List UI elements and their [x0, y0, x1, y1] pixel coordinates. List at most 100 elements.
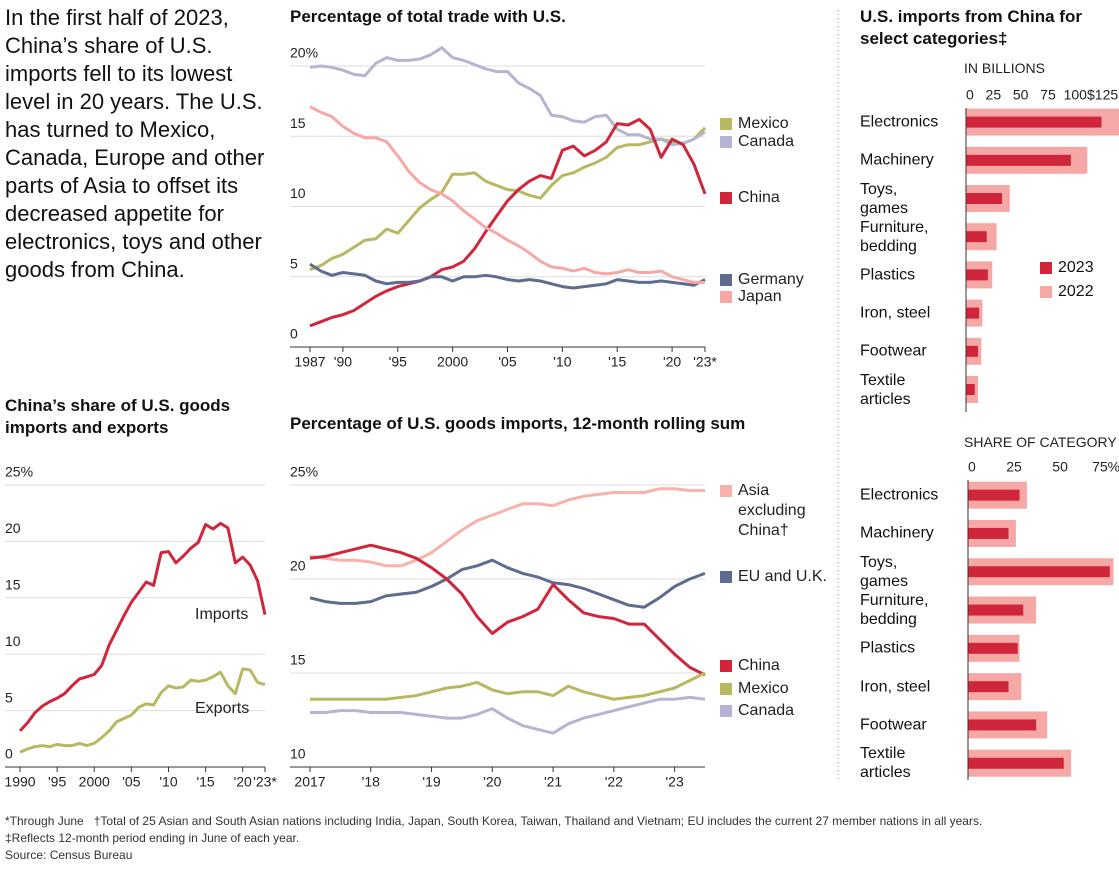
y-tick-label: 10 — [290, 185, 306, 201]
x-tick-label: 2000 — [79, 774, 110, 790]
footnote: ‡Reflects 12-month period ending in June… — [5, 831, 300, 845]
x-tick-label: 100 — [1064, 87, 1088, 103]
line-series — [18, 521, 267, 732]
legend-label: 2022 — [1058, 283, 1094, 300]
line-series — [309, 262, 706, 290]
x-tick-label: 25 — [986, 87, 1002, 103]
chart-subtitle: SHARE OF CATEGORY — [964, 434, 1117, 450]
x-tick-label: '20 — [483, 774, 501, 790]
line-series — [309, 105, 705, 284]
bar — [966, 116, 1102, 128]
legend-swatch — [720, 705, 732, 717]
bar — [966, 269, 988, 281]
x-tick-label: '20 — [663, 354, 681, 370]
chart-subtitle: IN BILLIONS — [964, 60, 1045, 76]
y-tick-label: 15 — [290, 652, 306, 668]
bar — [968, 604, 1024, 616]
bar — [968, 566, 1110, 578]
x-tick-label: 0 — [966, 87, 974, 103]
chart-title: Percentage of U.S. goods imports, 12-mon… — [290, 414, 746, 433]
line-series — [310, 695, 706, 735]
series-label: Mexico — [738, 680, 789, 697]
x-tick-label: '23* — [693, 354, 717, 370]
x-tick-label: 75 — [1040, 87, 1056, 103]
x-tick-label: '90 — [334, 354, 352, 370]
series-label: Germany — [738, 271, 804, 288]
x-tick-label: '15 — [608, 354, 626, 370]
series-label: Asia excluding China† — [738, 482, 806, 539]
series-label: Canada — [738, 702, 795, 719]
x-tick-label: 75% — [1092, 459, 1119, 475]
line-series — [309, 126, 707, 272]
line-series — [309, 543, 706, 677]
x-tick-label: 50 — [1052, 459, 1068, 475]
y-tick-label: 10 — [5, 633, 21, 649]
category-label: Iron, steel — [860, 678, 931, 696]
legend-swatch — [720, 136, 732, 148]
y-tick-label: 20 — [290, 558, 306, 574]
x-tick-label: 1987 — [294, 354, 325, 370]
category-label: Machinery — [860, 524, 934, 542]
category-label: Furniture, bedding — [860, 592, 929, 629]
x-tick-label: '95 — [48, 774, 66, 790]
x-tick-label: 1990 — [4, 774, 35, 790]
x-tick-label: '20 — [234, 774, 252, 790]
line-series — [309, 117, 707, 328]
y-tick-label: 5 — [5, 689, 13, 705]
series-label: Imports — [195, 606, 249, 623]
category-label: Iron, steel — [860, 304, 931, 322]
category-label: Electronics — [860, 113, 939, 131]
series-label: China — [738, 189, 780, 206]
legend-swatch — [1040, 286, 1052, 298]
bar — [968, 719, 1037, 731]
bar — [968, 681, 1009, 693]
line-series — [309, 46, 706, 147]
category-label: Toys, games — [860, 553, 909, 590]
category-label: Machinery — [860, 151, 934, 169]
series-label: Japan — [738, 288, 782, 305]
x-tick-label: 2017 — [294, 774, 325, 790]
y-tick-label: 15 — [290, 115, 306, 131]
line-series — [309, 487, 705, 568]
y-tick-label: 25% — [290, 464, 318, 480]
x-tick-label: '15 — [196, 774, 214, 790]
x-tick-label: '10 — [553, 354, 571, 370]
category-label: Furniture, bedding — [860, 218, 929, 255]
bar — [968, 527, 1009, 539]
chart-title: U.S. imports from China for select categ… — [860, 7, 1082, 48]
legend-swatch — [720, 485, 732, 497]
y-tick-label: 20% — [290, 45, 318, 61]
x-tick-label: '21 — [544, 774, 562, 790]
legend-swatch — [720, 274, 732, 286]
bar — [966, 154, 1071, 166]
x-tick-label: 50 — [1013, 87, 1029, 103]
bar — [968, 489, 1020, 501]
chart-title: China’s share of U.S. goods imports and … — [5, 396, 231, 437]
footnote: Source: Census Bureau — [5, 848, 133, 862]
legend-swatch — [720, 571, 732, 583]
category-label: Electronics — [860, 486, 939, 504]
y-tick-label: 10 — [290, 746, 306, 762]
x-tick-label: '95 — [389, 354, 407, 370]
line-series — [19, 667, 266, 754]
bar — [966, 193, 1003, 204]
y-tick-label: 5 — [290, 255, 298, 271]
footnote: *Through June †Total of 25 Asian and Sou… — [5, 814, 983, 828]
category-label: Plastics — [860, 639, 916, 657]
legend-swatch — [720, 192, 732, 204]
y-tick-label: 20 — [5, 520, 21, 536]
x-tick-label: '22 — [605, 774, 623, 790]
x-tick-label: '19 — [422, 774, 440, 790]
bar — [966, 231, 987, 243]
y-tick-label: 15 — [5, 577, 21, 593]
legend-swatch — [720, 291, 732, 303]
bar — [966, 384, 975, 395]
chart-title: Percentage of total trade with U.S. — [290, 7, 566, 26]
category-label: Textile articles — [860, 745, 911, 782]
x-tick-label: 25 — [1006, 459, 1022, 475]
category-label: Textile articles — [860, 371, 911, 408]
category-label: Plastics — [860, 266, 916, 284]
x-tick-label: '23 — [665, 774, 683, 790]
x-tick-label: '10 — [159, 774, 177, 790]
intro-text: In the first half of 2023, China’s share… — [5, 5, 265, 282]
